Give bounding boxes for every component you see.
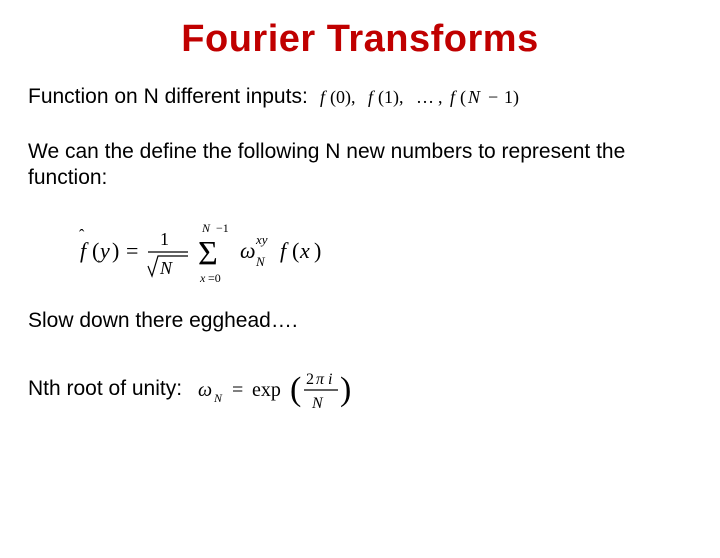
line-define: We can the define the following N new nu… bbox=[0, 139, 720, 192]
svg-text:(: ( bbox=[292, 238, 299, 263]
svg-text:(: ( bbox=[92, 238, 99, 263]
svg-text:N: N bbox=[201, 221, 211, 235]
svg-text:(: ( bbox=[290, 371, 301, 408]
root-of-unity-formula: ω N = exp ( 2 π i N ) bbox=[194, 362, 394, 416]
svg-text:f: f bbox=[368, 87, 376, 107]
svg-text:(0),: (0), bbox=[330, 87, 356, 108]
svg-text:exp: exp bbox=[252, 379, 281, 401]
svg-text:−1: −1 bbox=[216, 221, 229, 235]
svg-text:N: N bbox=[213, 391, 223, 405]
svg-text:f: f bbox=[450, 87, 458, 107]
line-inputs-text: Function on N different inputs: bbox=[28, 84, 308, 110]
line-inputs: Function on N different inputs: f (0), f… bbox=[0, 83, 720, 111]
svg-text:=: = bbox=[232, 379, 243, 401]
svg-text:): ) bbox=[112, 238, 119, 263]
svg-text:1: 1 bbox=[160, 229, 169, 249]
svg-text:y: y bbox=[98, 238, 110, 263]
svg-text:ω: ω bbox=[240, 238, 256, 263]
svg-text:N: N bbox=[467, 87, 481, 107]
inputs-sequence-formula: f (0), f (1), … , f ( N − 1) bbox=[320, 83, 570, 111]
svg-text:−: − bbox=[488, 87, 498, 107]
svg-text:=0: =0 bbox=[208, 271, 221, 285]
svg-text:xy: xy bbox=[255, 232, 268, 247]
svg-text:N: N bbox=[255, 254, 266, 269]
line-root-unity-text: Nth root of unity: bbox=[28, 376, 182, 402]
svg-text:N: N bbox=[311, 395, 324, 412]
svg-text:): ) bbox=[340, 371, 351, 408]
svg-text:π: π bbox=[316, 371, 325, 388]
svg-text:Σ: Σ bbox=[198, 235, 218, 272]
svg-text:2: 2 bbox=[306, 371, 314, 388]
svg-text:): ) bbox=[314, 238, 321, 263]
svg-text:f: f bbox=[280, 238, 289, 263]
svg-text:x: x bbox=[299, 238, 310, 263]
svg-text:f: f bbox=[320, 87, 328, 107]
svg-text:(1),: (1), bbox=[378, 87, 404, 108]
svg-text:…: … bbox=[416, 87, 434, 107]
svg-text:=: = bbox=[126, 238, 138, 263]
dft-formula: f ˆ ( y ) = 1 N N −1 Σ x =0 ω xy N f ( bbox=[70, 210, 720, 290]
svg-text:i: i bbox=[328, 371, 332, 388]
svg-text:ω: ω bbox=[198, 379, 212, 401]
svg-text:ˆ: ˆ bbox=[79, 227, 85, 244]
svg-text:1): 1) bbox=[504, 87, 519, 108]
svg-text:x: x bbox=[199, 271, 206, 285]
page-title: Fourier Transforms bbox=[0, 18, 720, 61]
line-root-unity: Nth root of unity: ω N = exp ( 2 π i N ) bbox=[0, 362, 720, 416]
svg-text:N: N bbox=[159, 258, 173, 278]
line-egghead: Slow down there egghead…. bbox=[0, 308, 720, 334]
svg-text:(: ( bbox=[460, 87, 466, 108]
svg-text:,: , bbox=[438, 87, 443, 107]
